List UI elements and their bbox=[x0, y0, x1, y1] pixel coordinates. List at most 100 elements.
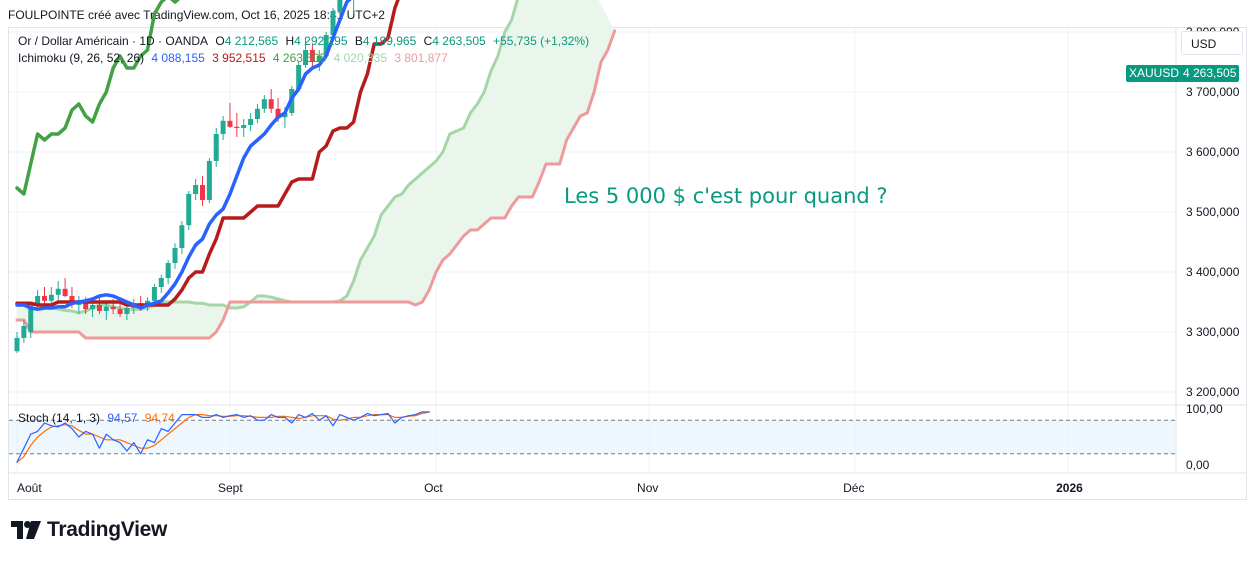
chart-annotation-text: Les 5 000 $ c'est pour quand ? bbox=[564, 184, 888, 208]
senkou-span-a-line bbox=[15, 0, 519, 315]
candle-body bbox=[248, 119, 254, 125]
candle-body bbox=[28, 305, 34, 332]
candle-body bbox=[296, 65, 302, 89]
candle-body bbox=[275, 108, 281, 118]
ohlc-high: H4 292,195 bbox=[285, 34, 347, 48]
price-axis-label: 3 700,000 bbox=[1186, 85, 1240, 99]
change-value: +55,735 (+1,32%) bbox=[493, 34, 590, 48]
time-axis-label: Nov bbox=[637, 481, 658, 495]
candle-body bbox=[172, 248, 178, 263]
low-value: 4 199,965 bbox=[362, 34, 417, 48]
time-axis-label: Déc bbox=[843, 481, 864, 495]
candle-body bbox=[151, 287, 157, 301]
stoch-d-value: 94,74 bbox=[144, 411, 175, 425]
candle-body bbox=[62, 288, 68, 296]
candle-body bbox=[41, 296, 47, 301]
candle-body bbox=[330, 11, 336, 35]
senkou-span-b-line bbox=[15, 29, 617, 340]
time-axis-label: Août bbox=[17, 481, 42, 495]
open-value: 4 212,565 bbox=[224, 34, 279, 48]
candle-body bbox=[193, 185, 199, 194]
candle-body bbox=[124, 308, 130, 314]
candle-body bbox=[117, 309, 123, 314]
ohlc-close: C4 263,505 bbox=[424, 34, 486, 48]
tradingview-wordmark: TradingView bbox=[47, 518, 168, 541]
stoch-band-fill bbox=[9, 420, 1176, 454]
candle-body bbox=[199, 185, 205, 200]
candle-body bbox=[337, 0, 343, 11]
stoch-k-value: 94,57 bbox=[107, 411, 138, 425]
stoch-axis-label: 0,00 bbox=[1186, 458, 1210, 472]
low-label: B bbox=[354, 34, 363, 48]
ichimoku-legend: Ichimoku (9, 26, 52, 26) 4 088,155 3 952… bbox=[18, 51, 452, 65]
chart-frame bbox=[8, 27, 1247, 500]
candle-body bbox=[213, 134, 219, 161]
symbol-title[interactable]: Or / Dollar Américain · 1D · OANDA bbox=[18, 34, 209, 48]
time-axis-label: 2026 bbox=[1056, 481, 1083, 495]
candle-body bbox=[254, 108, 260, 119]
ichimoku-spana-value: 4 020,335 bbox=[333, 51, 388, 65]
candle-body bbox=[179, 225, 185, 248]
ichimoku-chikou-value: 4 263,505 bbox=[272, 51, 327, 65]
candle-body bbox=[110, 306, 116, 310]
candle-body bbox=[316, 56, 322, 62]
stoch-axis-label: 100,00 bbox=[1186, 402, 1223, 416]
price-axis-label: 3 500,000 bbox=[1186, 205, 1240, 219]
candle-body bbox=[186, 194, 192, 226]
candle-body bbox=[261, 99, 267, 109]
currency-button[interactable]: USD bbox=[1181, 31, 1243, 55]
time-axis-label: Sept bbox=[218, 481, 243, 495]
main-legend: Or / Dollar Américain · 1D · OANDA O4 21… bbox=[18, 34, 593, 48]
ichimoku-spanb-value: 3 801,877 bbox=[394, 51, 448, 65]
time-axis-label: Oct bbox=[424, 481, 443, 495]
ohlc-low: B4 199,965 bbox=[355, 34, 416, 48]
chikou-span-line bbox=[15, 0, 180, 196]
stoch-k-line bbox=[16, 411, 430, 463]
high-label: H bbox=[285, 34, 295, 48]
candle-body bbox=[83, 302, 89, 310]
tradingview-logo[interactable]: TradingView bbox=[11, 518, 167, 542]
candle-body bbox=[145, 300, 151, 305]
candle-body bbox=[48, 294, 54, 301]
tenkan-sen-line bbox=[15, 0, 352, 311]
ohlc-open: O4 212,565 bbox=[215, 34, 278, 48]
price-axis-label: 3 300,000 bbox=[1186, 325, 1240, 339]
candle-body bbox=[96, 305, 102, 311]
last-price-tag: 4 263,505 bbox=[1180, 65, 1240, 82]
candle-body bbox=[55, 288, 61, 295]
high-value: 4 292,195 bbox=[294, 34, 348, 48]
candle-body bbox=[90, 305, 96, 310]
price-axis-label: 3 600,000 bbox=[1186, 145, 1240, 159]
candle-body bbox=[103, 306, 109, 311]
candle-body bbox=[323, 35, 329, 56]
candle-body bbox=[158, 278, 164, 287]
tradingview-logo-icon bbox=[11, 521, 41, 539]
candle-body bbox=[21, 326, 27, 338]
candle-body bbox=[241, 125, 247, 128]
candle-body bbox=[206, 161, 212, 200]
candle-body bbox=[234, 126, 240, 128]
chart-caption: FOULPOINTE créé avec TradingView.com, Oc… bbox=[8, 8, 385, 22]
candle-body bbox=[14, 338, 20, 352]
ichimoku-tenkan-value: 4 088,155 bbox=[151, 51, 205, 65]
close-label: C bbox=[423, 34, 433, 48]
candle-body bbox=[35, 296, 41, 305]
candle-body bbox=[309, 50, 315, 62]
stoch-legend: Stoch (14, 1, 3) 94,57 94,74 bbox=[18, 411, 179, 425]
close-value: 4 263,505 bbox=[432, 34, 486, 48]
ichimoku-cloud bbox=[17, 0, 615, 338]
candle-body bbox=[268, 99, 274, 109]
open-label: O bbox=[215, 34, 225, 48]
candles-group bbox=[14, 0, 355, 353]
candle-body bbox=[165, 263, 171, 278]
candle-body bbox=[227, 120, 233, 127]
price-axis-label: 3 400,000 bbox=[1186, 265, 1240, 279]
stoch-label[interactable]: Stoch (14, 1, 3) bbox=[18, 411, 101, 425]
candle-body bbox=[220, 120, 226, 134]
price-axis-label: 3 200,000 bbox=[1186, 385, 1240, 399]
candle-body bbox=[303, 50, 309, 65]
symbol-price-tag: XAUUSD bbox=[1126, 65, 1183, 82]
candle-body bbox=[282, 113, 288, 118]
ichimoku-label[interactable]: Ichimoku (9, 26, 52, 26) bbox=[18, 51, 145, 65]
